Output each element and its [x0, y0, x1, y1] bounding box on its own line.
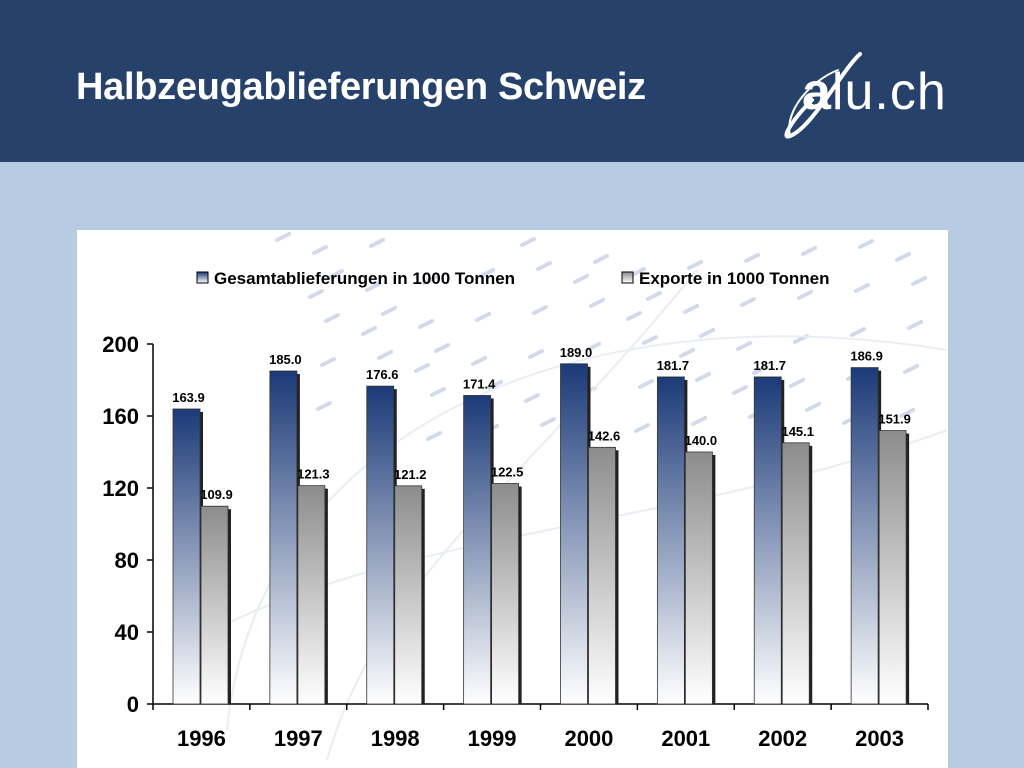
bar-total — [172, 408, 201, 705]
data-label: 109.9 — [200, 487, 233, 502]
x-tick-label: 2003 — [855, 726, 904, 751]
x-tick-label: 2001 — [661, 726, 710, 751]
alu-logo: alu.ch — [772, 40, 972, 144]
bar-export — [394, 485, 423, 705]
data-label: 142.6 — [588, 428, 621, 443]
bar-export — [684, 451, 713, 705]
x-tick-label: 2002 — [758, 726, 807, 751]
data-label: 181.7 — [753, 358, 786, 373]
data-label: 189.0 — [560, 345, 593, 360]
y-tick-label: 80 — [115, 548, 139, 573]
y-tick-label: 40 — [115, 620, 139, 645]
header-bar: Halbzeugablieferungen Schweiz alu.ch — [0, 0, 1024, 162]
data-label: 122.5 — [491, 465, 524, 480]
data-label: 163.9 — [172, 390, 205, 405]
bar-export — [878, 430, 907, 705]
bar-total — [656, 376, 685, 705]
data-label: 185.0 — [269, 352, 302, 367]
bar-chart: Gesamtablieferungen in 1000 Tonnen Export… — [102, 232, 948, 761]
data-label: 140.0 — [685, 433, 718, 448]
data-label: 151.9 — [878, 412, 911, 427]
legend-label: Gesamtablieferungen in 1000 Tonnen — [214, 269, 515, 288]
bar-total — [463, 395, 492, 705]
y-tick-label: 0 — [127, 692, 139, 717]
data-label: 181.7 — [657, 358, 690, 373]
data-label: 171.4 — [463, 376, 496, 391]
x-tick-label: 1996 — [177, 726, 226, 751]
page-title: Halbzeugablieferungen Schweiz — [76, 66, 646, 108]
x-tick-label: 2000 — [564, 726, 613, 751]
data-label: 121.2 — [394, 467, 427, 482]
legend-swatch — [621, 271, 634, 284]
data-label: 186.9 — [850, 349, 883, 364]
chart-legend: Gesamtablieferungen in 1000 Tonnen Export… — [196, 269, 830, 288]
logo-swoosh-icon — [784, 52, 862, 139]
data-label: 176.6 — [366, 367, 399, 382]
x-tick-label: 1998 — [371, 726, 420, 751]
bar-export — [781, 442, 810, 705]
logo-text: alu.ch — [802, 63, 947, 121]
bar-total — [753, 376, 782, 705]
bar-export — [491, 483, 520, 705]
x-tick-label: 1999 — [468, 726, 517, 751]
legend-label: Exporte in 1000 Tonnen — [639, 269, 830, 288]
chart-panel: Gesamtablieferungen in 1000 Tonnen Export… — [77, 230, 948, 768]
x-tick-label: 1997 — [274, 726, 323, 751]
legend-swatch — [196, 271, 209, 284]
y-tick-label: 160 — [102, 404, 139, 429]
y-tick-label: 200 — [102, 332, 139, 357]
bar-total — [560, 363, 588, 705]
bar-export — [588, 446, 616, 705]
bar-total — [366, 385, 395, 705]
bar-total — [269, 370, 298, 705]
data-label: 145.1 — [781, 424, 814, 439]
bar-export — [200, 505, 229, 705]
y-tick-label: 120 — [102, 476, 139, 501]
bar-total — [850, 367, 879, 705]
data-label: 121.3 — [297, 467, 330, 482]
bar-export — [297, 485, 326, 705]
